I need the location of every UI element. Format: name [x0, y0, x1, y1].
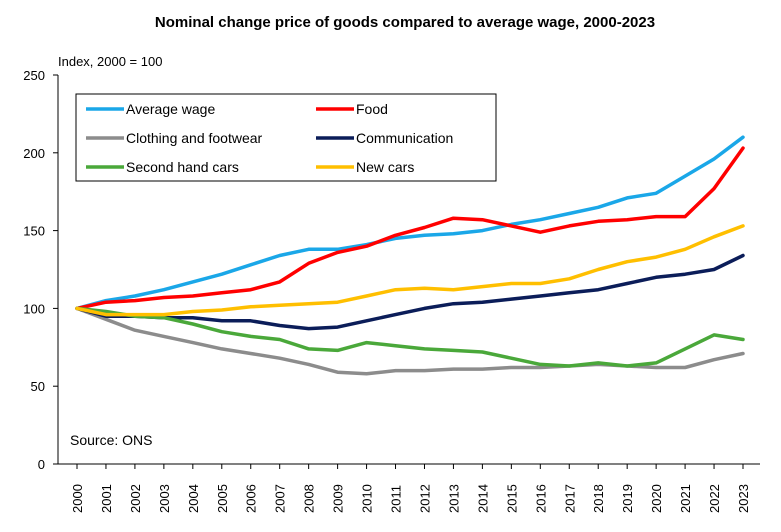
series-line-food	[75, 146, 745, 311]
legend-item: New cars	[316, 159, 414, 175]
x-tick-label: 2016	[533, 484, 548, 513]
y-tick-label: 0	[38, 457, 45, 472]
x-tick-label: 2014	[475, 484, 490, 513]
x-tick-label: 2000	[70, 484, 85, 513]
legend-label: New cars	[356, 159, 414, 175]
x-tick-label: 2019	[620, 484, 635, 513]
x-tick-label: 2005	[215, 484, 230, 513]
x-tick-label: 2006	[244, 484, 259, 513]
x-axis: 2000 2001 2002 2003 2004 2005 2006 2007 2008 2009…	[58, 463, 760, 513]
series-line-communication	[75, 253, 745, 331]
chart-title: Nominal change price of goods compared t…	[155, 14, 655, 31]
x-tick-label: 2017	[562, 484, 577, 513]
y-axis: 0 50 100 150 200 250	[23, 68, 59, 472]
x-tick-label: 2018	[591, 484, 606, 513]
x-tick-label: 2003	[157, 484, 172, 513]
x-tick-label: 2020	[649, 484, 664, 513]
x-tick-label: 2009	[331, 484, 346, 513]
x-tick-label: 2021	[678, 484, 693, 513]
x-tick-label: 2008	[302, 484, 317, 513]
legend-item: Food	[316, 101, 388, 117]
legend-item: Second hand cars	[86, 159, 239, 175]
x-tick-label: 2001	[99, 484, 114, 513]
legend-item: Average wage	[86, 101, 215, 117]
y-tick-label: 200	[23, 146, 45, 161]
legend-label: Communication	[356, 130, 453, 146]
x-tick-label: 2004	[186, 484, 201, 513]
series-line-second-hand-cars	[75, 306, 745, 368]
legend-label: Food	[356, 101, 388, 117]
y-tick-label: 250	[23, 68, 45, 83]
legend-box	[75, 93, 497, 182]
y-axis-label: Index, 2000 = 100	[58, 54, 162, 69]
legend-label: Second hand cars	[126, 159, 239, 175]
source-note: Source: ONS	[70, 432, 152, 448]
legend: Average wage Food Clothing and footwear Com…	[75, 93, 497, 182]
series-line-average-wage	[75, 135, 745, 311]
x-tick-label: 2022	[707, 484, 722, 513]
legend-label: Clothing and footwear	[126, 130, 263, 146]
x-tick-label: 2015	[504, 484, 519, 513]
legend-item: Clothing and footwear	[86, 130, 263, 146]
x-tick-label: 2012	[417, 484, 432, 513]
x-tick-label: 2010	[360, 484, 375, 513]
x-tick-label: 2007	[273, 484, 288, 513]
x-tick-label: 2013	[446, 484, 461, 513]
x-tick-label: 2023	[736, 484, 751, 513]
series-lines	[75, 135, 745, 376]
y-tick-label: 100	[23, 301, 45, 316]
y-tick-label: 150	[23, 224, 45, 239]
x-tick-label: 2002	[128, 484, 143, 513]
y-tick-label: 50	[31, 379, 45, 394]
series-line-new-cars	[75, 224, 745, 317]
legend-item: Communication	[316, 130, 453, 146]
legend-label: Average wage	[126, 101, 215, 117]
x-tick-label: 2011	[389, 485, 404, 513]
